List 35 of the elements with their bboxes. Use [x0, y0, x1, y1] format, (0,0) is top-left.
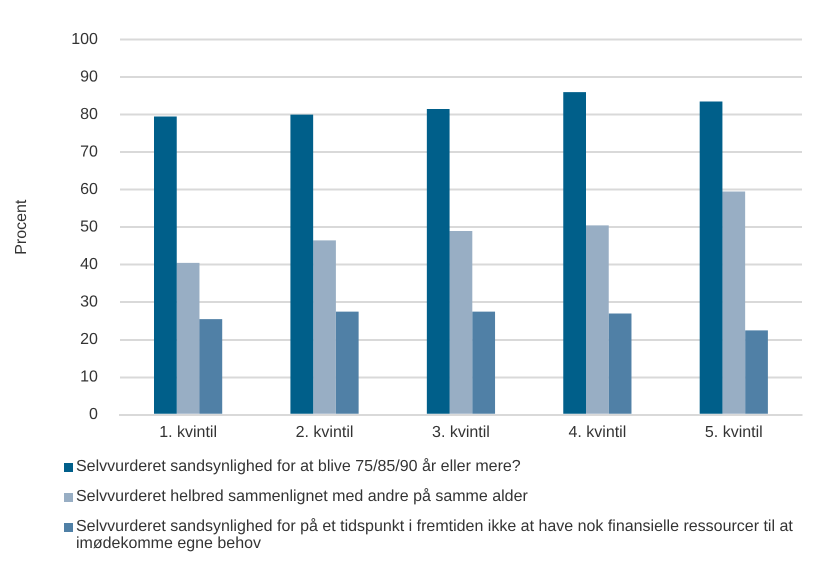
bar: [608, 313, 632, 414]
bar: [426, 109, 450, 414]
y-tick-label: 100: [71, 31, 98, 48]
y-tick-label: 10: [80, 368, 98, 386]
y-tick-label: 80: [80, 106, 98, 124]
y-tick-label: 20: [80, 331, 98, 348]
bar: [290, 114, 314, 414]
x-tick-label: 4. kvintil: [568, 424, 626, 441]
y-tick-label: 50: [80, 218, 98, 236]
y-tick-label: 30: [80, 294, 98, 311]
y-tick-label: 40: [80, 256, 98, 274]
x-tick-label: 3. kvintil: [432, 424, 490, 441]
bar: [745, 330, 768, 414]
bar: [154, 116, 177, 414]
y-tick-label: 60: [80, 181, 98, 198]
bar: [313, 240, 336, 414]
bar: [586, 225, 609, 414]
bar: [563, 92, 586, 414]
legend-label: Selvvurderet sandsynlighed for at blive 75/85/90 år eller mere?: [76, 458, 521, 475]
x-tick-label: 2. kvintil: [296, 424, 354, 441]
legend-label: Selvvurderet helbred sammenlignet med andre på samme alder: [76, 488, 528, 505]
bar: [700, 102, 722, 414]
bar: [472, 312, 496, 414]
legend-label: Selvvurderet sandsynlighed for på et tidspunkt i fremtiden ikke at have nok finansielle ressourcer til at imødekomme egne behov: [76, 518, 794, 552]
y-tick-label: 70: [80, 144, 98, 161]
x-tick-label: 1. kvintil: [159, 424, 218, 441]
x-tick-label: 5. kvintil: [704, 424, 763, 441]
bar: [176, 262, 200, 414]
bar: [450, 230, 472, 414]
y-axis-title: Procent: [13, 199, 30, 255]
y-tick-label: 0: [88, 406, 98, 424]
y-tick-label: 90: [80, 68, 98, 86]
bar: [336, 312, 359, 414]
bar: [199, 319, 222, 414]
bar: [722, 192, 746, 414]
